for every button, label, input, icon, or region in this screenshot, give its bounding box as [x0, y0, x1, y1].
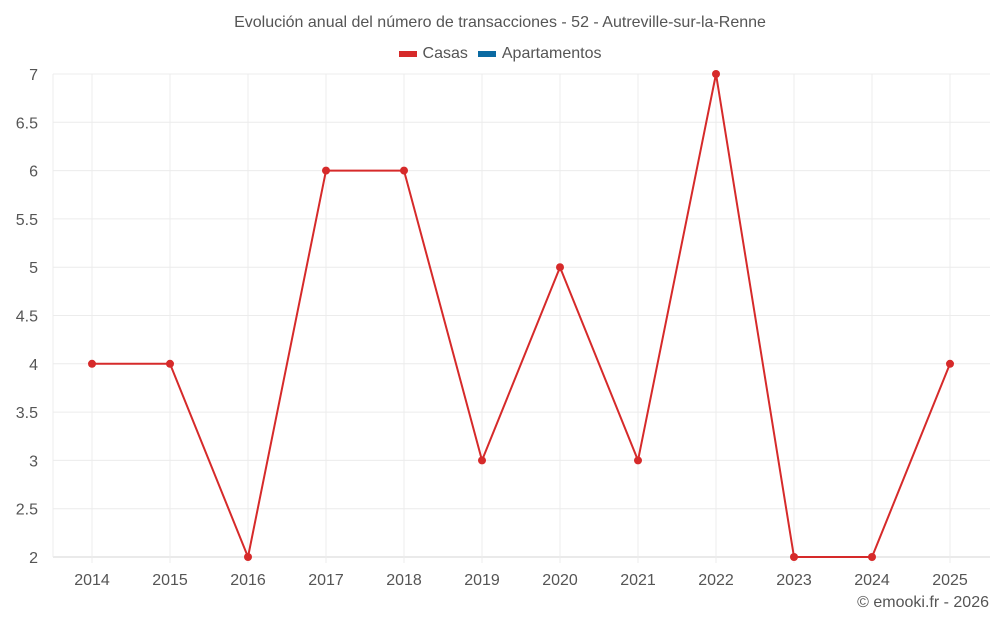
- x-tick-label: 2023: [776, 572, 812, 589]
- data-point-marker[interactable]: [244, 553, 252, 561]
- data-point-marker[interactable]: [868, 553, 876, 561]
- y-tick-label: 2: [29, 550, 38, 567]
- legend-label-casas: Casas: [422, 45, 468, 62]
- y-tick-label: 4: [29, 357, 38, 374]
- x-axis-ticks: 2014 2015 2016 2017 2018 2019 2020 2021 2022 2023…: [74, 572, 968, 589]
- y-tick-label: 2.5: [16, 502, 38, 519]
- legend-swatch-apartamentos-icon: [477, 51, 496, 57]
- copyright-text: © emooki.fr - 2026: [857, 594, 989, 611]
- x-tick-label: 2017: [308, 572, 344, 589]
- data-point-marker[interactable]: [712, 70, 720, 78]
- data-point-marker[interactable]: [322, 166, 330, 175]
- data-point-marker[interactable]: [946, 359, 954, 368]
- data-point-marker[interactable]: [556, 263, 564, 272]
- data-point-marker[interactable]: [88, 359, 96, 368]
- legend-item-casas[interactable]: Casas: [398, 45, 468, 63]
- x-tick-label: 2016: [230, 572, 266, 589]
- series-casas: [88, 70, 954, 561]
- x-tick-label: 2019: [464, 572, 500, 589]
- x-tick-label: 2025: [932, 572, 968, 589]
- x-tick-label: 2024: [854, 572, 890, 589]
- data-point-marker[interactable]: [790, 553, 798, 561]
- data-point-marker[interactable]: [166, 359, 174, 368]
- series-line: [92, 73, 951, 558]
- y-tick-label: 5: [29, 260, 38, 277]
- y-axis-ticks: 2 2.5 3 3.5 4 4.5 5 5.5 6 6.5 7: [16, 67, 38, 567]
- x-tick-label: 2014: [74, 572, 110, 589]
- legend-swatch-casas-icon: [398, 51, 417, 57]
- x-tick-label: 2015: [152, 572, 188, 589]
- x-tick-label: 2022: [698, 572, 734, 589]
- legend-item-apartamentos[interactable]: Apartamentos: [477, 45, 602, 63]
- grid-lines: [52, 73, 990, 563]
- data-point-marker[interactable]: [400, 166, 408, 175]
- y-tick-label: 4.5: [16, 309, 38, 326]
- legend-label-apartamentos: Apartamentos: [501, 45, 602, 62]
- data-point-marker[interactable]: [478, 456, 486, 465]
- y-tick-label: 5.5: [16, 212, 38, 229]
- y-tick-label: 3.5: [16, 405, 38, 422]
- y-tick-label: 7: [29, 67, 38, 84]
- data-point-marker[interactable]: [634, 456, 642, 465]
- chart-title: Evolución anual del número de transaccio…: [234, 14, 766, 31]
- x-tick-label: 2021: [620, 572, 656, 589]
- y-tick-label: 3: [29, 453, 38, 470]
- x-tick-label: 2018: [386, 572, 422, 589]
- chart-legend: Casas Apartamentos: [0, 45, 1000, 63]
- x-tick-label: 2020: [542, 572, 578, 589]
- y-tick-label: 6.5: [16, 115, 38, 132]
- y-tick-label: 6: [29, 164, 38, 181]
